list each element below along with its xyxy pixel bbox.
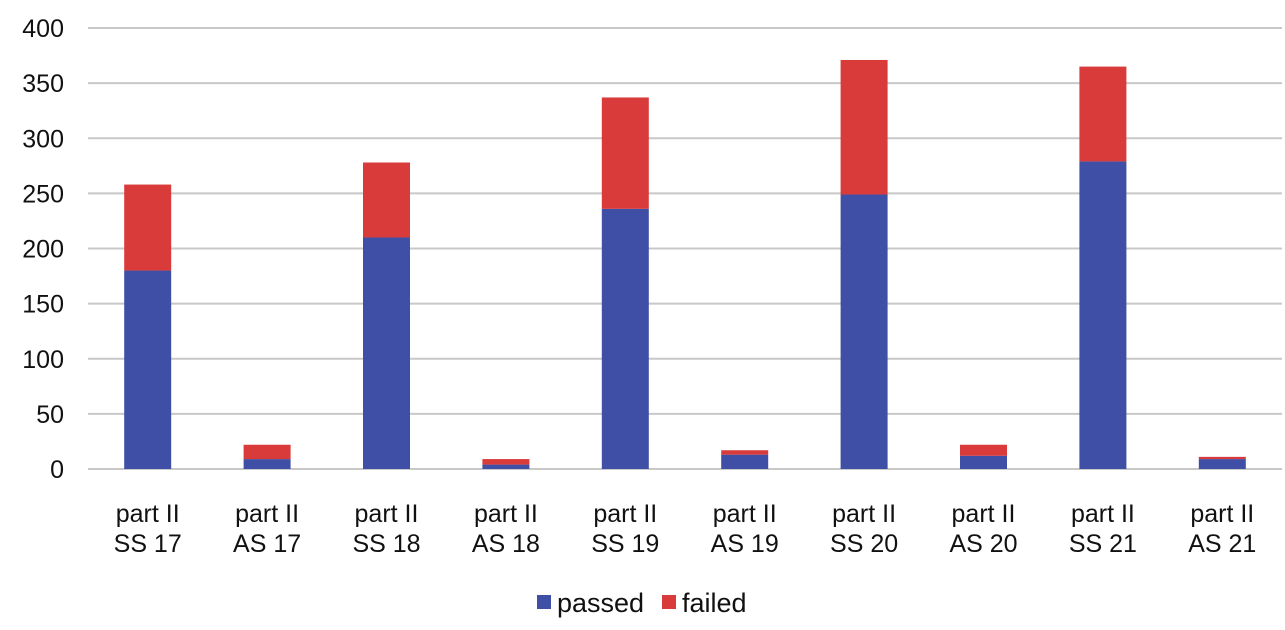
bar-failed [840,59,888,195]
x-category-label-line: SS 19 [591,530,659,558]
y-tick-label: 250 [22,180,64,208]
bar-passed [721,454,769,469]
legend-label-failed: failed [682,588,747,618]
bar-failed [482,459,530,465]
x-category-label: part II AS 20 [949,500,1017,558]
bar-failed [721,450,769,455]
bar-passed [840,194,888,470]
x-category-label-line: AS 21 [1188,530,1256,558]
x-category-label-line: SS 21 [1069,530,1137,558]
x-category-label: part II SS 19 [591,500,659,558]
bar-passed [1198,459,1246,469]
grid-layer [88,27,1282,470]
x-category-label-line: part II [1190,500,1254,528]
bar-passed [124,270,172,469]
x-category-label-line: SS 17 [114,530,182,558]
x-category-label: part II SS 17 [114,500,182,558]
bars-layer [124,59,1246,470]
x-category-label: part II SS 20 [830,500,898,558]
bar-passed [1079,161,1127,469]
x-category-label-line: part II [116,500,180,528]
x-category-label-line: SS 20 [830,530,898,558]
bar-passed [243,459,291,469]
bar-passed [601,208,649,469]
x-category-label: part II AS 18 [472,500,540,558]
x-category-label: part II SS 21 [1069,500,1137,558]
y-tick-label: 0 [50,456,64,484]
legend-swatch-passed [537,595,551,609]
y-tick-label: 350 [22,70,64,98]
bar-failed [124,184,172,271]
x-category-label-line: SS 18 [352,530,420,558]
y-tick-label: 400 [22,15,64,43]
x-category-label-line: AS 18 [472,530,540,558]
x-category-label-line: part II [832,500,896,528]
y-tick-label: 200 [22,236,64,264]
x-category-label-line: part II [474,500,538,528]
x-category-label-line: part II [1071,500,1135,528]
x-category-label-line: part II [952,500,1016,528]
bar-passed [363,237,410,469]
x-category-label-line: part II [235,500,299,528]
bar-failed [243,444,291,460]
bar-failed [1079,66,1127,162]
x-category-label-line: part II [355,500,419,528]
bar-failed [1198,456,1246,460]
x-category-label-line: part II [713,500,777,528]
x-category-label: part II SS 18 [352,500,420,558]
x-category-label-line: AS 19 [711,530,779,558]
y-tick-label: 150 [22,291,64,319]
x-category-label: part II AS 17 [233,500,301,558]
y-tick-label: 100 [22,346,64,374]
bar-failed [960,444,1007,456]
bar-failed [363,162,410,238]
bar-passed [960,455,1007,469]
x-category-label-line: part II [593,500,657,528]
legend-swatch-failed [662,595,676,609]
x-category-label-line: AS 20 [949,530,1017,558]
x-category-label: part II AS 21 [1188,500,1256,558]
x-category-label-line: AS 17 [233,530,301,558]
bar-failed [601,97,649,209]
x-category-label: part II AS 19 [711,500,779,558]
y-tick-label: 300 [22,125,64,153]
y-tick-label: 50 [36,401,64,429]
y-axis-ticks: 0 50 100 150 200 250 300 350 400 [22,15,64,484]
bar-passed [482,464,530,469]
legend-label-passed: passed [557,588,644,618]
legend: passed failed [537,588,747,618]
